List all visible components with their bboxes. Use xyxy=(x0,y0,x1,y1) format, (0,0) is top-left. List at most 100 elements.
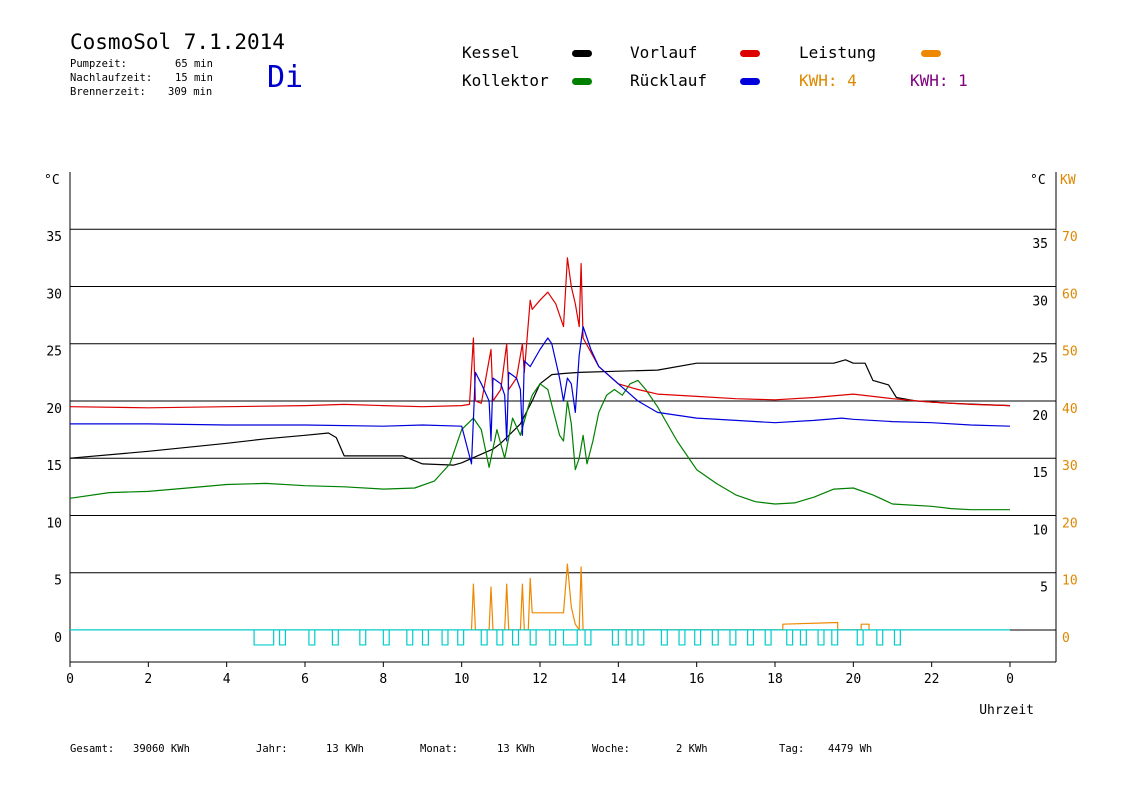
footer-gesamt-label: Gesamt: xyxy=(70,743,115,755)
series-line-vorlauf xyxy=(69,257,1011,409)
pump-pulse xyxy=(584,629,592,646)
y-tick-right: 10 xyxy=(1032,523,1048,538)
y-tick-right: 35 xyxy=(1032,237,1048,252)
pump-pulse xyxy=(893,629,901,646)
pump-pulse xyxy=(786,629,794,646)
x-tick-label: 12 xyxy=(532,672,548,687)
y-tick-left: 35 xyxy=(46,230,62,245)
x-tick-label: 0 xyxy=(1006,672,1014,687)
footer-tag-label: Tag: xyxy=(779,743,805,755)
footer-monat-label: Monat: xyxy=(420,743,458,755)
pump-pulse xyxy=(694,629,702,646)
legend-kollektor-swatch xyxy=(572,78,592,85)
y-tick-left: 25 xyxy=(46,345,62,360)
legend-ruecklauf-label: Rücklauf xyxy=(630,71,708,90)
pump-pulse xyxy=(529,629,537,646)
pump-pulse xyxy=(678,629,686,646)
legend-leistung-swatch xyxy=(921,50,941,57)
pump-pulse xyxy=(660,629,668,646)
x-tick-label: 14 xyxy=(611,672,627,687)
pump-pulse xyxy=(611,629,619,646)
pump-pulse xyxy=(359,629,367,646)
series-line-kollektor xyxy=(69,379,1010,511)
pump-pulse xyxy=(817,629,825,646)
legend-leistung-label: Leistung xyxy=(799,43,877,62)
y-axis-left-unit: °C xyxy=(44,173,60,188)
pump-pulse xyxy=(549,629,557,646)
y-tick-right2: 30 xyxy=(1062,459,1078,474)
y-tick-left: 20 xyxy=(46,402,62,417)
pump-pulse xyxy=(421,629,429,646)
footer-gesamt-value: 39060 KWh xyxy=(133,743,190,755)
x-tick-label: 0 xyxy=(66,672,74,687)
legend-kollektor-label: Kollektor xyxy=(462,71,549,90)
pump-pulse xyxy=(764,629,772,646)
y-axis-right2-unit: KW xyxy=(1060,173,1076,188)
pump-pulse xyxy=(406,629,414,646)
x-tick-label: 8 xyxy=(379,672,387,687)
x-tick-label: 2 xyxy=(144,672,152,687)
y-tick-right2: 10 xyxy=(1062,574,1078,589)
pump-pulse xyxy=(457,629,465,646)
legend-vorlauf-label: Vorlauf xyxy=(630,43,698,62)
y-tick-right2: 20 xyxy=(1062,516,1078,531)
y-tick-right: 15 xyxy=(1032,466,1048,481)
footer-jahr-value: 13 KWh xyxy=(326,743,364,755)
x-tick-label: 4 xyxy=(223,672,231,687)
y-tick-right: 30 xyxy=(1032,294,1048,309)
x-tick-label: 16 xyxy=(689,672,705,687)
series-line-kessel xyxy=(69,359,1011,466)
page-title: CosmoSol 7.1.2014 xyxy=(70,30,285,54)
footer-tag-value: 4479 Wh xyxy=(828,743,873,755)
pump-pulse xyxy=(562,629,578,646)
legend-vorlauf-swatch xyxy=(740,50,760,57)
legend-kessel-label: Kessel xyxy=(462,43,520,62)
pump-pulse xyxy=(637,629,645,646)
y-tick-left: 30 xyxy=(46,287,62,302)
brennerzeit-label: Brennerzeit: xyxy=(70,86,146,98)
footer-monat-value: 13 KWh xyxy=(497,743,535,755)
x-tick-label: 6 xyxy=(301,672,309,687)
pump-pulse xyxy=(480,629,488,646)
y-axis-right-unit: °C xyxy=(1030,173,1046,188)
pump-pulse xyxy=(441,629,449,646)
pump-pulse xyxy=(496,629,504,646)
y-tick-right2: 70 xyxy=(1062,230,1078,245)
y-tick-left: 15 xyxy=(46,459,62,474)
x-tick-label: 10 xyxy=(454,672,470,687)
x-tick-label: 20 xyxy=(846,672,862,687)
pumpzeit-value: 65 min xyxy=(175,58,213,70)
footer-woche-value: 2 KWh xyxy=(676,743,708,755)
y-tick-left: 5 xyxy=(54,574,62,589)
x-tick-label: 22 xyxy=(924,672,940,687)
y-tick-right: 20 xyxy=(1032,409,1048,424)
pump-pulse xyxy=(729,629,737,646)
legend-kwh-b: KWH: 1 xyxy=(910,71,968,90)
y-tick-right2: 0 xyxy=(1062,631,1070,646)
pump-pulse xyxy=(331,629,339,646)
pump-pulse xyxy=(511,629,520,646)
y-tick-right2: 50 xyxy=(1062,345,1078,360)
legend-kessel-swatch xyxy=(572,50,592,57)
footer-jahr-label: Jahr: xyxy=(256,743,288,755)
pump-pulse xyxy=(799,629,807,646)
pump-pulse xyxy=(625,629,633,646)
series-line-rcklauf xyxy=(70,326,1011,465)
legend-kwh-a: KWH: 4 xyxy=(799,71,857,90)
y-tick-left: 0 xyxy=(54,631,62,646)
y-tick-right: 25 xyxy=(1032,352,1048,367)
x-axis-title: Uhrzeit xyxy=(979,703,1034,718)
footer-woche-label: Woche: xyxy=(592,743,630,755)
pumpzeit-label: Pumpzeit: xyxy=(70,58,127,70)
pump-pulse xyxy=(856,629,864,646)
legend-ruecklauf-swatch xyxy=(740,78,760,85)
pump-pulse xyxy=(253,629,275,646)
pump-pulse xyxy=(746,629,755,646)
y-tick-right2: 60 xyxy=(1062,287,1078,302)
y-tick-right: 5 xyxy=(1040,581,1048,596)
x-tick-label: 18 xyxy=(767,672,783,687)
pump-pulse xyxy=(876,629,884,646)
pump-pulse xyxy=(278,629,287,646)
brennerzeit-value: 309 min xyxy=(168,86,213,98)
